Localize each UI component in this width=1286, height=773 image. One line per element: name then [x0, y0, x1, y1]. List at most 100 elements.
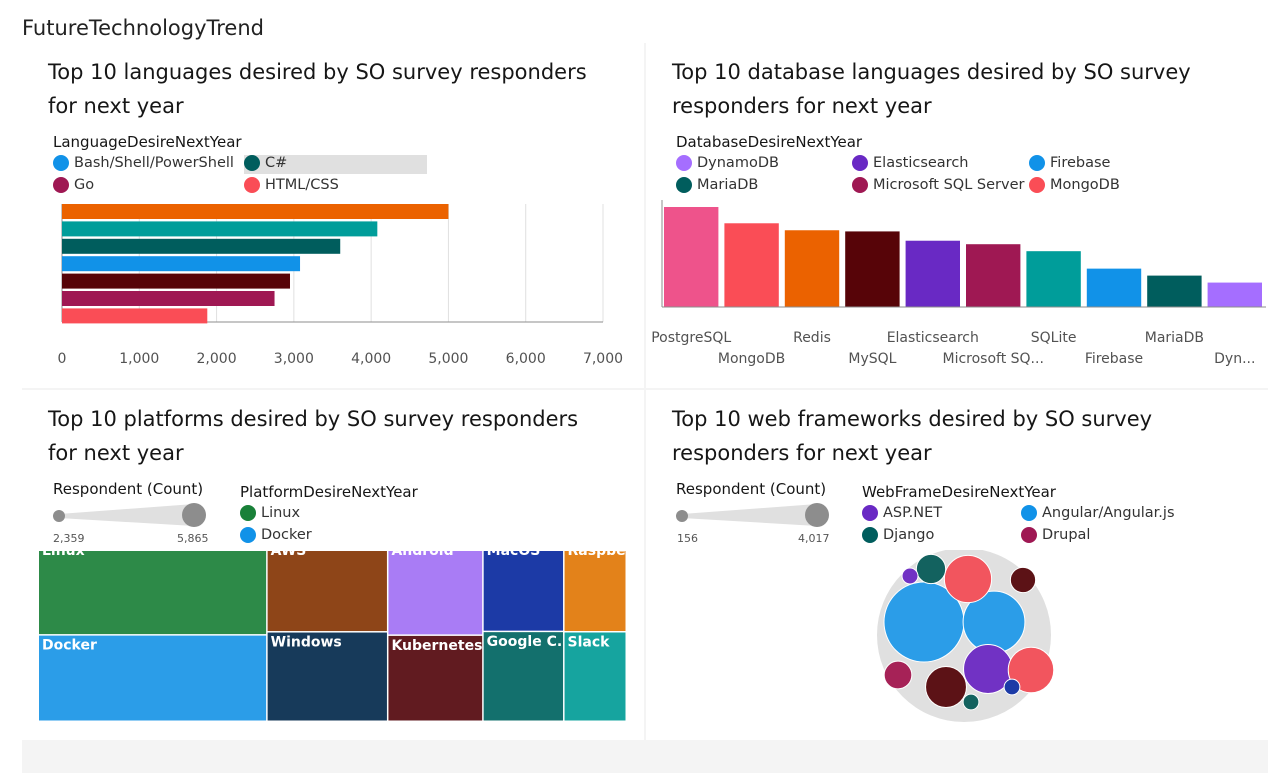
- languages-title: Top 10 languages desired by SO survey re…: [48, 60, 587, 118]
- legend-item[interactable]: MariaDB: [676, 177, 758, 193]
- treemap-label: Docker: [42, 638, 97, 654]
- size-legend-label: Respondent (Count): [676, 480, 827, 498]
- bubble: [1007, 646, 1055, 694]
- legend-item[interactable]: C#: [244, 155, 287, 171]
- legend-label: DynamoDB: [697, 155, 779, 171]
- legend-item[interactable]: Bash/Shell/PowerShell: [53, 155, 234, 171]
- platforms-legend-title: PlatformDesireNextYear: [240, 483, 418, 501]
- treemap-label: Raspberr...: [568, 551, 627, 559]
- legend-item[interactable]: Elasticsearch: [852, 155, 968, 171]
- languages-bar-chart[interactable]: 0 1,000 2,000 3,000 4,000 5,000 6,000 7,000: [22, 198, 644, 388]
- legend-label: Microsoft SQL Server: [873, 177, 1025, 193]
- bubble: [883, 660, 913, 690]
- legend-dot: [1029, 155, 1045, 171]
- bar: [1207, 282, 1262, 307]
- treemap-tile: [483, 632, 564, 721]
- legend-label: Angular/Angular.js: [1042, 505, 1175, 521]
- size-legend-slider[interactable]: [673, 502, 833, 530]
- legend-dot: [1021, 527, 1037, 543]
- bar: [1086, 268, 1142, 307]
- legend-item[interactable]: Drupal: [1021, 527, 1090, 543]
- dashboard-canvas: Top 10 languages desired by SO survey re…: [22, 43, 1268, 773]
- treemap-tile: [564, 632, 626, 721]
- x-tick-label: PostgreSQL: [651, 330, 731, 346]
- x-tick-label: 3,000: [274, 351, 314, 367]
- legend-label: Firebase: [1050, 155, 1111, 171]
- legend-item[interactable]: MongoDB: [1029, 177, 1120, 193]
- x-tick-label: 7,000: [583, 351, 623, 367]
- bubble: [1003, 678, 1021, 696]
- size-legend-min: 156: [677, 532, 698, 545]
- bar: [1026, 251, 1081, 307]
- x-tick-label: Redis: [793, 330, 831, 346]
- legend-item[interactable]: HTML/CSS: [244, 177, 339, 193]
- legend-dot: [240, 527, 256, 543]
- legend-dot: [53, 177, 69, 193]
- legend-highlight: [244, 155, 427, 174]
- dashboard-title: FutureTechnologyTrend: [22, 16, 264, 40]
- legend-label: ASP.NET: [883, 505, 943, 521]
- bar: [966, 244, 1021, 307]
- legend-item[interactable]: ASP.NET: [862, 505, 942, 521]
- platforms-treemap[interactable]: Linux Docker AWS Windows Android Kubernetes Ma…: [39, 551, 627, 722]
- size-legend-min: 2,359: [53, 532, 85, 545]
- legend-label: HTML/CSS: [265, 177, 339, 193]
- treemap-label: MacOS: [487, 551, 541, 559]
- size-legend-max: 5,865: [177, 532, 209, 545]
- webframes-legend-title: WebFrameDesireNextYear: [862, 483, 1056, 501]
- legend-item[interactable]: Docker: [240, 527, 312, 543]
- bubble: [901, 567, 919, 585]
- languages-panel[interactable]: Top 10 languages desired by SO survey re…: [22, 43, 644, 388]
- legend-label: Docker: [261, 527, 312, 543]
- treemap-tile: [39, 551, 267, 635]
- treemap-tile: [388, 635, 483, 721]
- legend-dot: [852, 177, 868, 193]
- platforms-title: Top 10 platforms desired by SO survey re…: [48, 407, 579, 465]
- databases-bar-chart[interactable]: PostgreSQL MongoDB Redis MySQL Elasticsearch…: [646, 198, 1268, 388]
- legend-dot: [862, 505, 878, 521]
- legend-item[interactable]: Linux: [240, 505, 300, 521]
- databases-legend-title: DatabaseDesireNextYear: [676, 133, 863, 151]
- bar: [62, 221, 378, 237]
- bar: [1147, 275, 1202, 307]
- legend-item[interactable]: Microsoft SQL Server: [852, 177, 1024, 193]
- x-tick-label: Elasticsearch: [887, 330, 979, 346]
- bar: [845, 231, 900, 307]
- languages-legend-title: LanguageDesireNextYear: [53, 133, 242, 151]
- webframes-bubble-chart[interactable]: [846, 550, 1086, 730]
- size-legend-label: Respondent (Count): [53, 480, 204, 498]
- size-legend-slider[interactable]: [50, 502, 210, 530]
- webframes-panel[interactable]: Top 10 web frameworks desired by SO surv…: [646, 390, 1268, 740]
- legend-dot: [1021, 505, 1037, 521]
- legend-dot: [862, 527, 878, 543]
- treemap-tile: [267, 632, 387, 721]
- legend-label: C#: [265, 155, 288, 171]
- platforms-panel[interactable]: Top 10 platforms desired by SO survey re…: [22, 390, 644, 740]
- legend-item[interactable]: Django: [862, 527, 934, 543]
- legend-item[interactable]: DynamoDB: [676, 155, 779, 171]
- treemap-label: Kubernetes: [391, 638, 482, 654]
- legend-item[interactable]: Go: [53, 177, 94, 193]
- bar: [724, 223, 779, 307]
- bubble: [943, 554, 993, 604]
- treemap-label: Linux: [42, 551, 85, 559]
- treemap-label: Slack: [568, 634, 611, 650]
- databases-panel[interactable]: Top 10 database languages desired by SO …: [646, 43, 1268, 388]
- x-tick-label: 2,000: [197, 351, 237, 367]
- x-tick-label: MySQL: [848, 351, 896, 367]
- x-tick-label: 0: [58, 351, 67, 367]
- legend-dot: [244, 177, 260, 193]
- bar: [62, 204, 449, 219]
- x-tick-label: MongoDB: [718, 351, 785, 367]
- legend-dot: [240, 505, 256, 521]
- legend-item[interactable]: Angular/Angular.js: [1021, 505, 1175, 521]
- legend-dot: [244, 155, 260, 171]
- bubble: [925, 666, 967, 708]
- x-tick-label: Dyn...: [1214, 351, 1255, 367]
- bar: [62, 256, 301, 272]
- bar: [905, 240, 960, 307]
- legend-item[interactable]: Firebase: [1029, 155, 1110, 171]
- legend-dot: [676, 155, 692, 171]
- bar: [62, 308, 208, 324]
- treemap-tile: [267, 551, 387, 632]
